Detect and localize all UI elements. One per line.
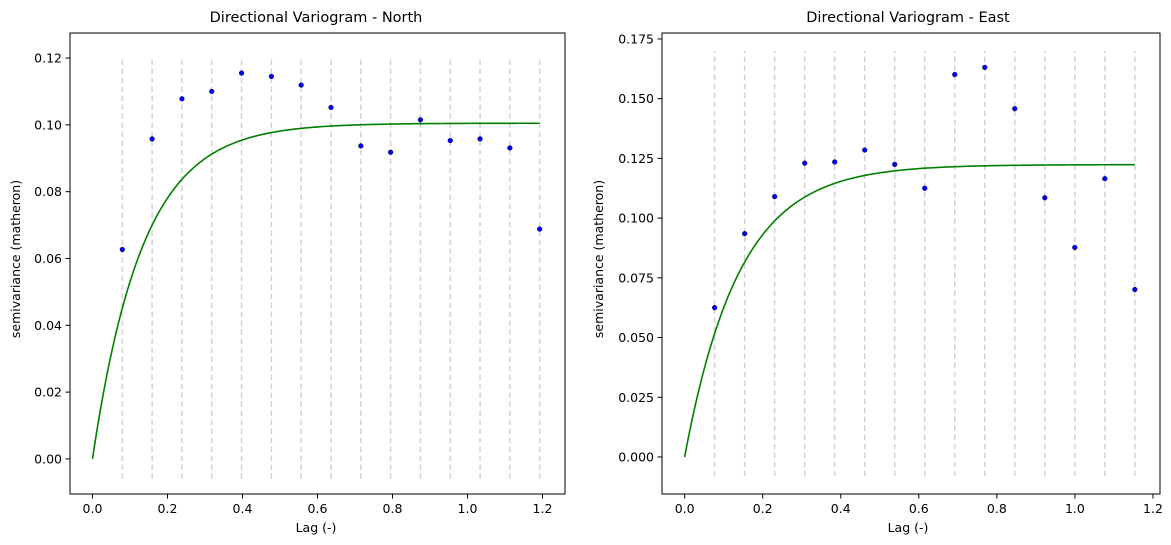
east-x-tick-label: 0.4	[831, 501, 851, 516]
east-y-tick-label: 0.100	[618, 211, 654, 226]
north-y-tick-label: 0.12	[34, 51, 62, 66]
north-data-point	[328, 104, 334, 111]
east-y-tick-label: 0.000	[618, 449, 654, 464]
north-axes-frame	[69, 32, 566, 495]
east-x-tick-label: 0.8	[987, 501, 1007, 516]
east-model-curve	[683, 163, 1135, 458]
north-data-point	[477, 136, 483, 142]
east-y-axis-label: semivariance (matheron)	[591, 180, 606, 338]
north-data-point	[238, 70, 245, 76]
east-chart-title: Directional Variogram - East	[806, 10, 1010, 26]
north-data-point	[388, 149, 394, 155]
north-x-tick-label: 0.0	[83, 501, 103, 516]
north-data-point	[149, 136, 155, 142]
north-y-tick-label: 0.08	[34, 184, 62, 199]
north-data-point	[179, 96, 185, 102]
east-data-point	[982, 64, 988, 70]
east-x-tick-label: 0.2	[753, 501, 773, 516]
east-data-point	[742, 231, 748, 237]
east-y-tick-label: 0.075	[618, 270, 654, 285]
north-data-point	[298, 82, 304, 88]
north-y-tick-label: 0.10	[34, 117, 62, 132]
east-y-tick-label: 0.150	[618, 91, 654, 106]
east-data-point	[922, 185, 928, 191]
north-x-tick-label: 0.4	[233, 501, 253, 516]
east-x-tick-label: 1.2	[1143, 501, 1163, 516]
north-model-curve	[91, 122, 540, 460]
east-data-point	[1042, 195, 1048, 201]
east-data-point	[1072, 244, 1078, 251]
east-data-point	[772, 194, 778, 200]
north-data-point	[537, 226, 543, 232]
north-y-tick-label: 0.04	[34, 318, 62, 333]
east-x-axis-label: Lag (-)	[888, 520, 929, 535]
north-data-point	[507, 145, 513, 151]
north-x-tick-label: 1.0	[458, 501, 478, 516]
north-x-tick-label: 0.6	[308, 501, 328, 516]
east-axes-frame	[661, 32, 1161, 495]
east-x-tick-label: 0.6	[909, 501, 929, 516]
north-data-point	[119, 246, 125, 253]
north-data-point	[209, 88, 215, 95]
east-data-point	[892, 161, 898, 167]
east-y-tick-label: 0.175	[618, 31, 654, 46]
north-y-tick-label: 0.06	[34, 251, 62, 266]
north-data-point	[268, 73, 274, 80]
east-y-tick-label: 0.050	[618, 330, 654, 345]
north-y-axis-label: semivariance (matheron)	[8, 180, 23, 338]
east-data-point	[1102, 176, 1108, 182]
north-y-tick-label: 0.02	[34, 385, 62, 400]
east-data-point	[1012, 106, 1018, 112]
east-data-point	[712, 305, 718, 311]
north-data-point	[447, 137, 453, 144]
north-x-tick-label: 0.8	[383, 501, 403, 516]
east-data-point	[802, 160, 808, 166]
east-variogram-panel: Directional Variogram - East Lag (-) sem…	[591, 10, 1163, 535]
east-y-tick-label: 0.125	[618, 151, 654, 166]
east-data-point	[1132, 286, 1138, 293]
north-x-tick-label: 0.2	[158, 501, 178, 516]
east-data-point	[862, 147, 868, 153]
north-chart-title: Directional Variogram - North	[210, 10, 423, 26]
north-data-point	[417, 117, 424, 123]
north-y-tick-label: 0.00	[34, 451, 62, 466]
east-y-tick-label: 0.025	[618, 390, 654, 405]
east-data-point	[952, 71, 958, 78]
east-x-tick-label: 0.0	[675, 501, 695, 516]
north-x-axis-label: Lag (-)	[296, 520, 337, 535]
north-variogram-panel: Directional Variogram - North Lag (-) se…	[8, 10, 566, 535]
east-x-tick-label: 1.0	[1065, 501, 1085, 516]
north-x-tick-label: 1.2	[533, 501, 553, 516]
east-data-point	[832, 159, 838, 165]
north-data-point	[358, 143, 364, 149]
